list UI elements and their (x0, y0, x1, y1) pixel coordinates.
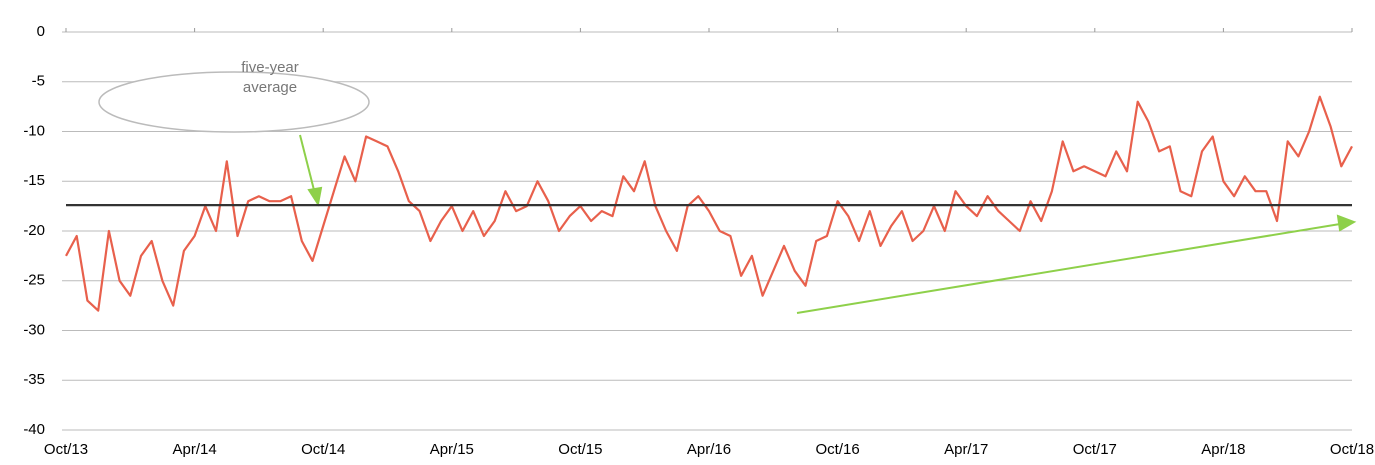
y-tick-label: -35 (23, 371, 45, 388)
x-tick-label: Apr/14 (172, 441, 216, 458)
x-tick-label: Apr/16 (687, 441, 731, 458)
series-line (65, 95, 1353, 312)
arrows (299, 134, 1357, 314)
x-tick-label: Oct/15 (558, 441, 602, 458)
arrow-head (307, 186, 323, 207)
annotation-bubble (98, 71, 370, 133)
y-tick-label: -40 (23, 421, 45, 438)
x-tick-label: Oct/17 (1073, 441, 1117, 458)
x-tick-label: Oct/18 (1330, 441, 1374, 458)
y-tick-label: -25 (23, 272, 45, 289)
y-tick-label: -5 (32, 73, 45, 90)
arrow-line (299, 134, 316, 195)
x-tick-label: Apr/18 (1201, 441, 1245, 458)
y-tick-label: -30 (23, 321, 45, 338)
y-tick-label: -15 (23, 172, 45, 189)
annotation-text: five-year average (241, 59, 299, 96)
x-tick-label: Apr/15 (430, 441, 474, 458)
y-tick-label: 0 (37, 23, 45, 40)
arrow-line (796, 223, 1341, 314)
x-tick-label: Oct/13 (44, 441, 88, 458)
x-tick-label: Oct/16 (816, 441, 860, 458)
arrow-head (1336, 214, 1357, 232)
x-tick-label: Apr/17 (944, 441, 988, 458)
y-tick-label: -10 (23, 122, 45, 139)
x-tick-label: Oct/14 (301, 441, 345, 458)
y-tick-label: -20 (23, 222, 45, 239)
